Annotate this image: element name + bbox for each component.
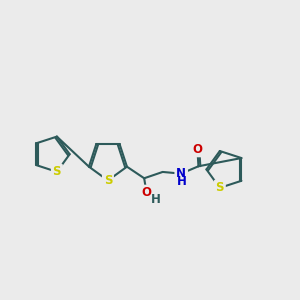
Text: O: O bbox=[142, 187, 152, 200]
Text: S: S bbox=[104, 174, 112, 187]
Text: H: H bbox=[151, 193, 160, 206]
Text: O: O bbox=[192, 142, 203, 155]
Text: N: N bbox=[176, 167, 186, 180]
Text: H: H bbox=[177, 175, 187, 188]
Text: S: S bbox=[52, 165, 61, 178]
Text: S: S bbox=[216, 181, 224, 194]
